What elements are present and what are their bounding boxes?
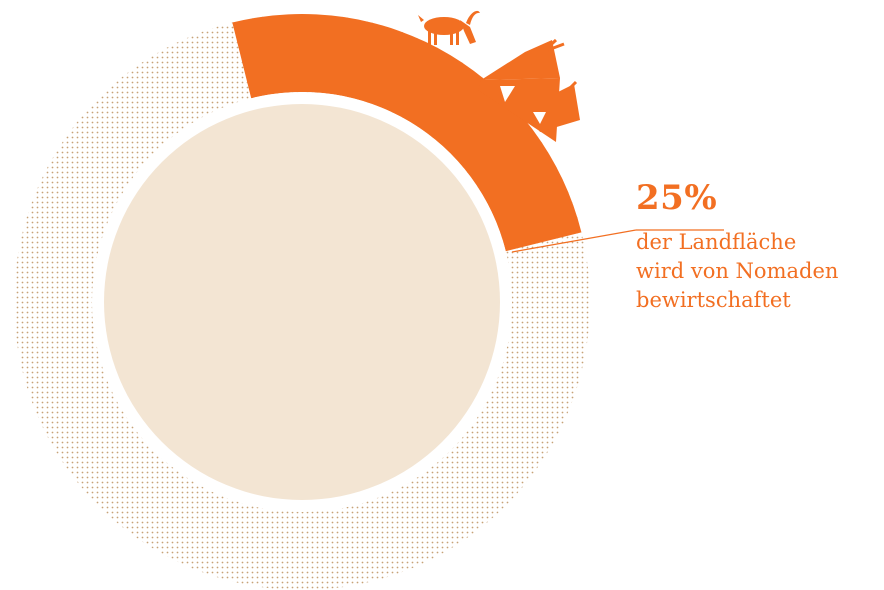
inner-disc xyxy=(104,104,500,500)
share-annotation: 25% der Landfläche wird von Nomaden bewi… xyxy=(636,178,838,315)
pointer-line xyxy=(511,229,637,253)
share-value: 25% xyxy=(636,178,718,218)
share-description: der Landfläche wird von Nomaden bewirtsc… xyxy=(636,228,838,315)
tent-icon xyxy=(528,80,580,132)
share-description-line: wird von Nomaden xyxy=(636,259,839,283)
share-description-line: bewirtschaftet xyxy=(636,288,791,312)
nomad-land-slice xyxy=(232,14,582,252)
goat-icon xyxy=(418,10,480,45)
share-description-line: der Landfläche xyxy=(636,230,797,254)
